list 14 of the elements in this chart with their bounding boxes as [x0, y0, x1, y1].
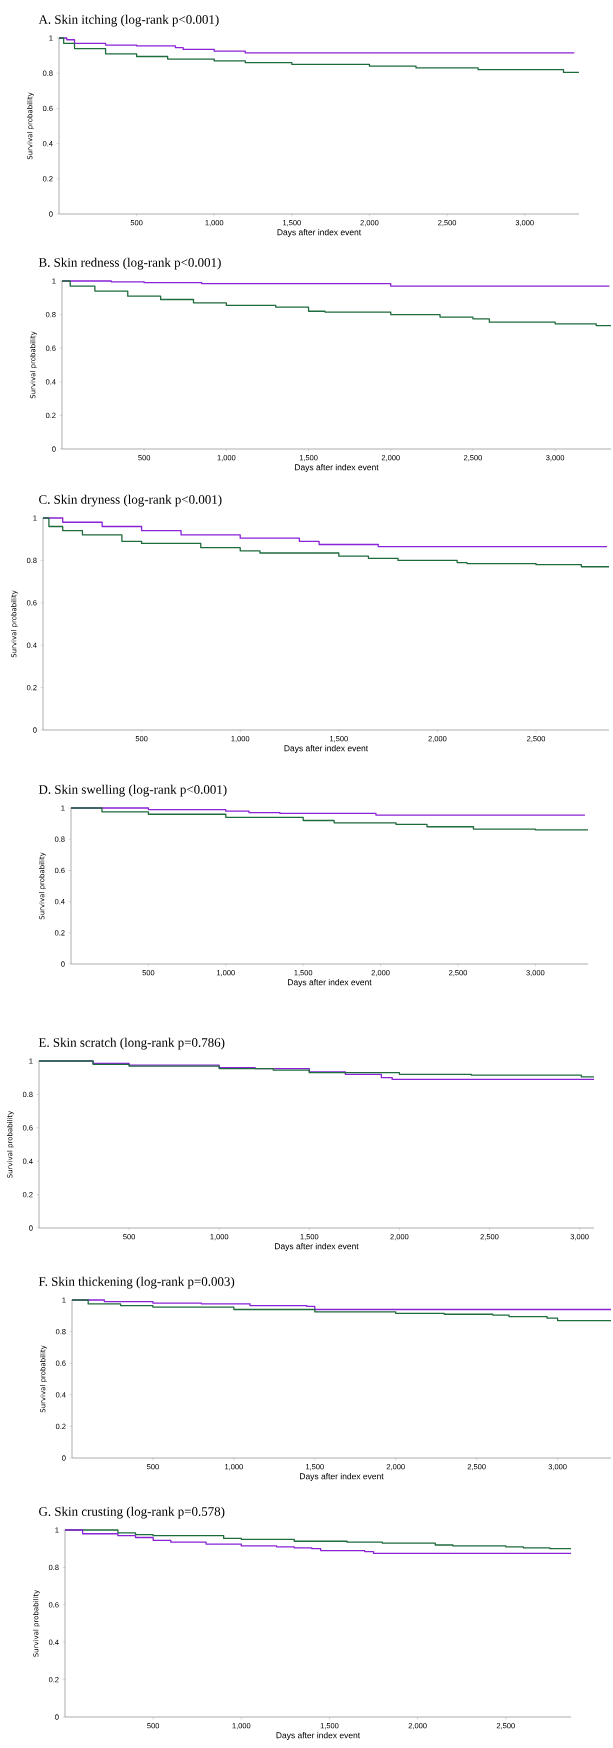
chart-title: A. Skin itching (log-rank p<0.001) [38, 14, 219, 27]
chart-title: F. Skin thickening (log-rank p=0.003) [38, 1276, 235, 1289]
chart-title: C. Skin dryness (log-rank p<0.001) [39, 494, 222, 507]
chart-title: B. Skin redness (log-rank p<0.001) [38, 257, 221, 270]
chart-title: E. Skin scratch (long-rank p=0.786) [38, 1037, 225, 1050]
x-axis-title: Days after index event [277, 229, 362, 237]
x-axis-title: Days after index event [288, 979, 372, 987]
x-axis-title: Days after index event [276, 1732, 361, 1740]
x-axis-title: Days after index event [295, 464, 379, 472]
x-axis-title: Days after index event [284, 745, 369, 753]
x-axis-title: Days after index event [275, 1243, 359, 1251]
chart-title: D. Skin swelling (log-rank p<0.001) [38, 784, 227, 797]
chart-title: G. Skin crusting (log-rank p=0.578) [39, 1506, 225, 1519]
x-axis-title: Days after index event [300, 1473, 384, 1481]
